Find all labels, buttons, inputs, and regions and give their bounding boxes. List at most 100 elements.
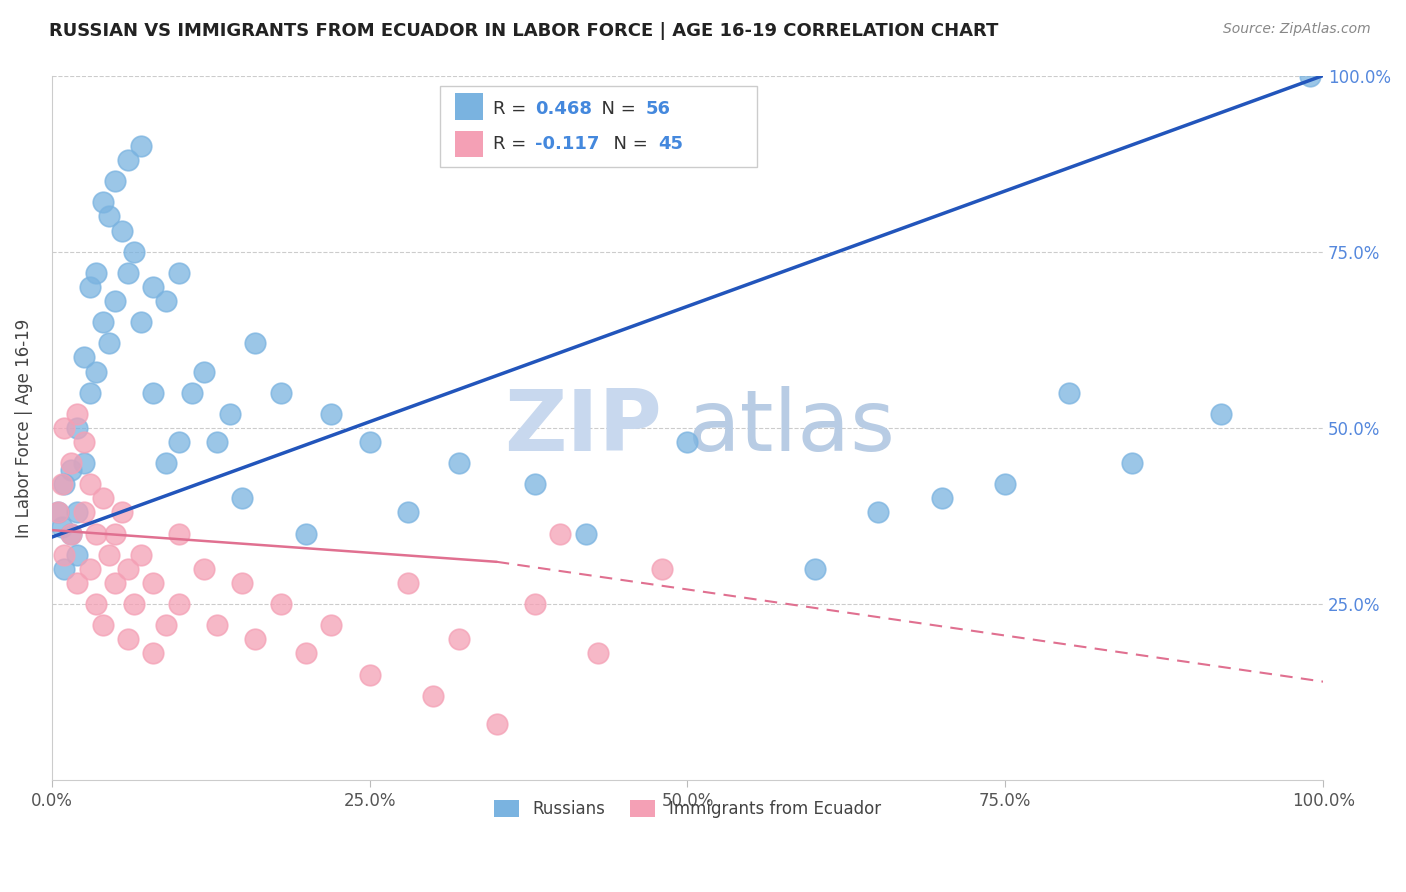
Point — [66, 407, 89, 421]
Text: 0.468: 0.468 — [534, 100, 592, 118]
Text: 56: 56 — [645, 100, 671, 118]
Text: atlas: atlas — [688, 386, 896, 469]
Point — [523, 597, 546, 611]
Point — [321, 618, 343, 632]
Point — [142, 385, 165, 400]
Point — [447, 632, 470, 647]
Point — [66, 421, 89, 435]
Point — [72, 435, 94, 450]
Point — [155, 618, 177, 632]
Point — [79, 280, 101, 294]
Point — [396, 576, 419, 591]
Bar — [454, 130, 482, 157]
Point — [1299, 69, 1322, 83]
Point — [51, 477, 73, 491]
Point — [1211, 407, 1233, 421]
Point — [51, 519, 73, 533]
Point — [129, 139, 152, 153]
Point — [97, 548, 120, 562]
Point — [142, 576, 165, 591]
Point — [117, 153, 139, 167]
Point — [270, 597, 292, 611]
Text: -0.117: -0.117 — [534, 136, 599, 153]
Point — [243, 336, 266, 351]
Point — [104, 526, 127, 541]
Point — [46, 506, 69, 520]
Point — [231, 576, 253, 591]
Point — [129, 548, 152, 562]
Point — [84, 526, 107, 541]
Point — [124, 244, 146, 259]
Point — [422, 689, 444, 703]
Point — [167, 435, 190, 450]
Text: R =: R = — [494, 100, 531, 118]
Text: N =: N = — [602, 136, 654, 153]
Text: N =: N = — [589, 100, 641, 118]
Point — [155, 293, 177, 308]
Point — [167, 526, 190, 541]
Point — [111, 223, 134, 237]
Point — [295, 647, 318, 661]
Point — [676, 435, 699, 450]
Y-axis label: In Labor Force | Age 16-19: In Labor Force | Age 16-19 — [15, 318, 32, 538]
Point — [167, 266, 190, 280]
Point — [523, 477, 546, 491]
Point — [84, 597, 107, 611]
Point — [994, 477, 1017, 491]
Point — [79, 477, 101, 491]
Point — [485, 717, 508, 731]
Point — [66, 548, 89, 562]
Point — [66, 576, 89, 591]
Point — [359, 435, 381, 450]
Point — [59, 463, 82, 477]
Point — [205, 618, 228, 632]
Point — [46, 506, 69, 520]
Point — [321, 407, 343, 421]
Point — [155, 456, 177, 470]
Point — [270, 385, 292, 400]
Text: Source: ZipAtlas.com: Source: ZipAtlas.com — [1223, 22, 1371, 37]
Point — [72, 351, 94, 365]
Point — [91, 618, 114, 632]
Point — [91, 195, 114, 210]
Text: ZIP: ZIP — [505, 386, 662, 469]
Point — [550, 526, 572, 541]
Text: R =: R = — [494, 136, 531, 153]
Point — [79, 562, 101, 576]
Point — [167, 597, 190, 611]
Point — [84, 266, 107, 280]
Point — [868, 506, 890, 520]
Point — [53, 562, 76, 576]
Point — [218, 407, 240, 421]
Point — [129, 315, 152, 329]
Point — [180, 385, 202, 400]
Point — [803, 562, 825, 576]
Point — [79, 385, 101, 400]
Point — [1057, 385, 1080, 400]
Point — [243, 632, 266, 647]
Point — [205, 435, 228, 450]
Point — [588, 647, 610, 661]
Point — [53, 548, 76, 562]
Point — [142, 647, 165, 661]
Point — [59, 456, 82, 470]
Point — [104, 576, 127, 591]
Point — [53, 421, 76, 435]
Point — [117, 632, 139, 647]
Point — [111, 506, 134, 520]
Point — [117, 562, 139, 576]
Text: 45: 45 — [658, 136, 683, 153]
Point — [104, 293, 127, 308]
Point — [651, 562, 673, 576]
Point — [84, 365, 107, 379]
Point — [295, 526, 318, 541]
Bar — [454, 94, 482, 120]
Point — [72, 506, 94, 520]
Point — [91, 491, 114, 506]
Point — [231, 491, 253, 506]
Legend: Russians, Immigrants from Ecuador: Russians, Immigrants from Ecuador — [488, 793, 887, 825]
Point — [193, 562, 215, 576]
Point — [59, 526, 82, 541]
Point — [447, 456, 470, 470]
Point — [931, 491, 953, 506]
